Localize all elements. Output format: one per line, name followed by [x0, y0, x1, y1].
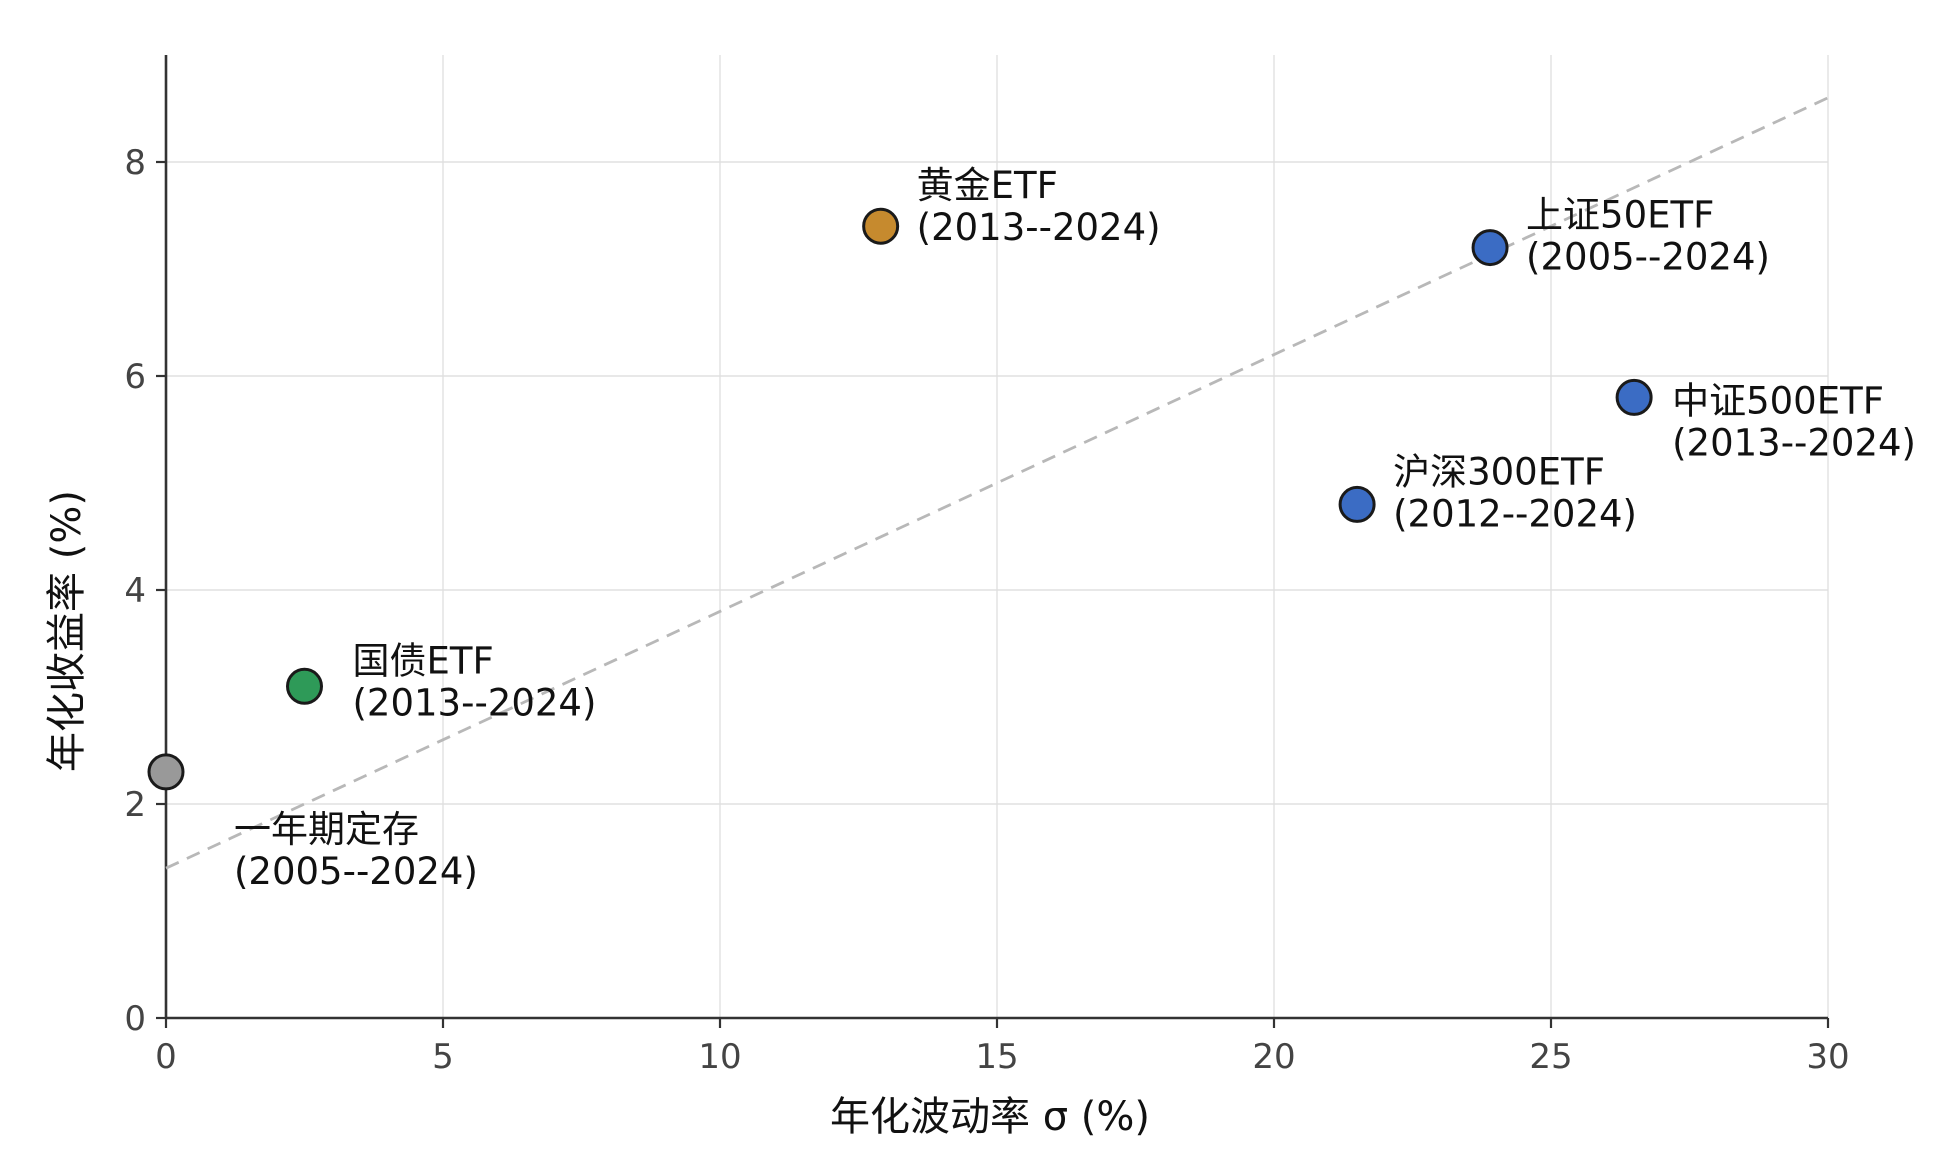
- y-tick-label: 4: [124, 571, 146, 611]
- scatter-point: [1615, 378, 1653, 416]
- scatter-point: [286, 667, 323, 705]
- point-label-period: (2013--2024): [353, 681, 597, 724]
- labels-layer: 一年期定存(2005--2024)国债ETF(2013--2024)黄金ETF(…: [234, 164, 1916, 893]
- point-label-name: 国债ETF: [353, 639, 494, 682]
- point-label-name: 黄金ETF: [917, 164, 1058, 207]
- point-label-period: (2005--2024): [1526, 236, 1770, 279]
- x-tick-label: 0: [155, 1037, 177, 1077]
- point-label-name: 一年期定存: [234, 808, 419, 851]
- x-tick-label: 25: [1529, 1037, 1572, 1077]
- x-tick-label: 10: [698, 1037, 741, 1077]
- x-tick-label: 30: [1806, 1037, 1849, 1077]
- point-label-period: (2012--2024): [1393, 492, 1637, 535]
- point-label-period: (2013--2024): [917, 206, 1161, 249]
- x-axis-label: 年化波动率 σ (%): [830, 1094, 1150, 1140]
- points-layer: [147, 207, 1653, 791]
- x-tick-label: 20: [1252, 1037, 1295, 1077]
- trend-line: [165, 96, 1829, 870]
- point-label-name: 沪深300ETF: [1393, 450, 1605, 493]
- scatter-point: [147, 753, 185, 791]
- y-tick-label: 2: [124, 785, 146, 825]
- y-axis-label: 年化收益率 (%): [44, 490, 90, 772]
- point-label-name: 上证50ETF: [1526, 194, 1714, 237]
- y-tick-label: 6: [124, 357, 146, 397]
- x-tick-label: 5: [432, 1037, 454, 1077]
- y-tick-label: 8: [124, 143, 146, 183]
- point-label-period: (2005--2024): [234, 850, 478, 893]
- scatter-point: [1471, 229, 1509, 267]
- axes: 0 5 10 15 20 25 30 0 2 4 6 8: [124, 55, 1850, 1077]
- scatter-point: [862, 207, 900, 245]
- trend-layer: [165, 96, 1829, 870]
- point-label-period: (2013--2024): [1672, 421, 1916, 464]
- x-tick-label: 15: [975, 1037, 1018, 1077]
- point-label-name: 中证500ETF: [1672, 379, 1884, 422]
- y-tick-label: 0: [124, 999, 146, 1039]
- scatter-point: [1338, 485, 1376, 523]
- grid: [166, 55, 1829, 1018]
